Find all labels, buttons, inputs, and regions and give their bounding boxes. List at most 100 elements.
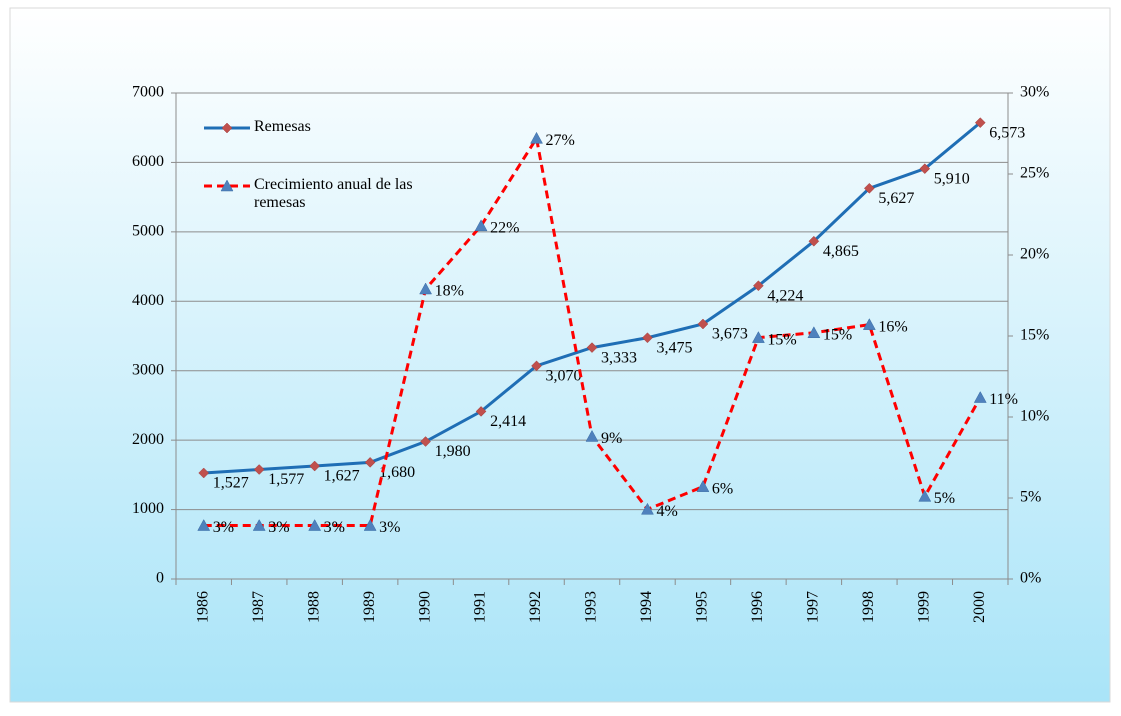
- data-point: [585, 429, 599, 442]
- data-label: 5,627: [878, 190, 914, 207]
- data-point: [252, 519, 266, 531]
- data-point: [530, 131, 543, 144]
- y2-tick-label: 0%: [1020, 570, 1041, 587]
- y-tick-label: 5000: [132, 223, 164, 240]
- data-label: 2,414: [490, 413, 526, 430]
- data-label: 6%: [712, 480, 733, 497]
- y2-tick-label: 25%: [1020, 165, 1049, 182]
- y-tick-label: 2000: [132, 431, 164, 448]
- data-point: [807, 326, 821, 339]
- data-label: 3%: [379, 519, 400, 536]
- legend-label: Crecimiento anual de las remesas: [254, 176, 413, 211]
- legend-entry: Remesas: [254, 118, 311, 135]
- data-label: 9%: [601, 430, 622, 447]
- data-label: 6,573: [989, 124, 1025, 141]
- x-tick-label: 1990: [416, 591, 433, 623]
- y-tick-label: 7000: [132, 84, 164, 101]
- data-label: 15%: [767, 331, 796, 348]
- data-point: [309, 460, 321, 472]
- data-point: [974, 117, 986, 128]
- x-tick-label: 2000: [971, 591, 988, 623]
- x-tick-label: 1997: [805, 591, 822, 623]
- data-label: 3,070: [546, 368, 582, 385]
- data-label: 3%: [324, 519, 345, 536]
- x-tick-label: 1998: [860, 591, 877, 623]
- data-point: [198, 467, 210, 479]
- data-label: 11%: [989, 391, 1018, 408]
- data-label: 27%: [546, 132, 575, 149]
- data-point: [919, 163, 931, 175]
- x-tick-label: 1989: [361, 591, 378, 623]
- data-label: 3%: [213, 519, 234, 536]
- data-point: [862, 318, 876, 330]
- y-tick-label: 3000: [132, 361, 164, 378]
- data-point: [696, 480, 710, 492]
- data-point: [475, 406, 487, 417]
- data-point: [363, 519, 377, 531]
- data-point: [641, 502, 654, 515]
- data-point: [753, 280, 764, 292]
- legend-marker: [220, 179, 234, 192]
- x-tick-label: 1991: [472, 591, 489, 623]
- x-tick-label: 1994: [638, 591, 655, 623]
- series-1: 3% 3% 3% 3% 18% 22% 27% 9% 4% 6% 15% 15% 16% 5% 11%: [197, 131, 1018, 536]
- chart-background: [9, 7, 1111, 703]
- data-label: 1,627: [324, 468, 360, 485]
- x-tick-label: 1995: [694, 591, 711, 623]
- x-tick-label: 1988: [305, 591, 322, 623]
- data-point: [586, 342, 598, 353]
- legend-label: Remesas: [254, 118, 311, 135]
- data-point: [308, 519, 322, 531]
- x-tick-label: 1993: [583, 591, 600, 623]
- data-label: 5,910: [934, 170, 970, 187]
- data-label: 15%: [823, 326, 852, 343]
- legend-entry: Crecimiento anual de las remesas: [254, 176, 413, 211]
- data-label: 1,577: [268, 471, 304, 488]
- data-label: 3,333: [601, 349, 637, 366]
- series-0: 1,527 1,577 1,627 1,680 1,980 2,414 3,070 3,333…: [198, 117, 1025, 492]
- y-tick-label: 4000: [132, 292, 164, 309]
- y2-tick-label: 10%: [1020, 408, 1049, 425]
- data-label: 3,475: [656, 339, 692, 356]
- data-point: [973, 391, 987, 403]
- data-point: [364, 457, 376, 468]
- y2-tick-label: 20%: [1020, 246, 1049, 263]
- data-label: 16%: [878, 318, 907, 335]
- data-point: [808, 235, 820, 247]
- data-point: [751, 331, 765, 343]
- y-tick-label: 6000: [132, 153, 164, 170]
- data-point: [918, 489, 932, 502]
- legend-marker: [221, 122, 233, 134]
- data-label: 3,673: [712, 326, 748, 343]
- data-point: [253, 464, 265, 475]
- data-label: 1,527: [213, 475, 249, 492]
- data-point: [697, 318, 709, 330]
- data-point: [474, 219, 488, 232]
- y2-tick-label: 15%: [1020, 327, 1049, 344]
- x-tick-label: 1986: [194, 591, 211, 623]
- data-label: 1,980: [435, 443, 471, 460]
- y2-tick-label: 30%: [1020, 84, 1049, 101]
- data-label: 5%: [934, 490, 955, 507]
- y2-tick-label: 5%: [1020, 489, 1041, 506]
- data-point: [420, 436, 431, 447]
- data-label: 4%: [656, 503, 677, 520]
- data-label: 3%: [268, 519, 289, 536]
- data-point: [531, 360, 542, 372]
- y-tick-label: 1000: [132, 500, 164, 517]
- data-point: [419, 282, 433, 295]
- data-label: 1,680: [379, 464, 415, 481]
- x-tick-label: 1999: [915, 591, 932, 623]
- data-label: 4,865: [823, 243, 859, 260]
- data-point: [197, 519, 211, 531]
- data-point: [642, 332, 653, 344]
- x-tick-label: 1996: [749, 591, 766, 623]
- data-label: 18%: [435, 283, 464, 300]
- data-point: [863, 182, 875, 194]
- x-tick-label: 1992: [527, 591, 544, 623]
- data-label: 4,224: [767, 287, 803, 304]
- x-tick-label: 1987: [250, 591, 267, 623]
- y-tick-label: 0: [156, 570, 164, 587]
- data-label: 22%: [490, 220, 519, 237]
